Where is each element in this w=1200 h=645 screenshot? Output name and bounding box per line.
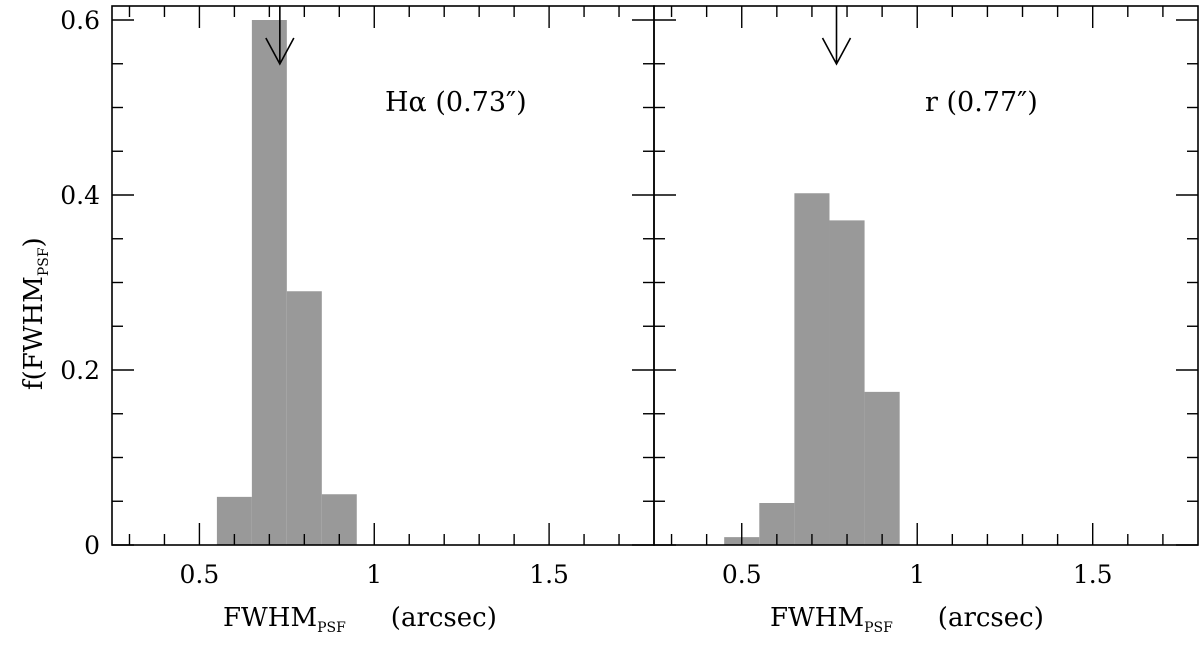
left-x-axis-title: FWHMPSF (arcsec) [223, 603, 497, 636]
histogram-bar [829, 220, 865, 545]
halpha-panel-label: Hα (0.73″) [385, 87, 527, 118]
median-arrow [265, 6, 295, 66]
right-x-axis-title: FWHMPSF (arcsec) [770, 603, 1044, 636]
x-tick-label: 1.5 [1073, 560, 1113, 589]
plot-frame [111, 5, 655, 546]
plot-frame [653, 5, 1199, 546]
x-tick-label: 0.5 [180, 560, 220, 589]
y-axis-title: f(FWHMPSF) [19, 237, 52, 390]
x-tick-label: 1 [366, 560, 382, 589]
x-tick-label: 0.5 [722, 560, 762, 589]
y-tick-label: 0.2 [60, 356, 100, 385]
histogram-bar [864, 391, 900, 545]
r-panel-label: r (0.77″) [925, 87, 1038, 118]
x-tick-label: 1 [909, 560, 925, 589]
histogram-bar [286, 291, 322, 545]
y-tick-label: 0 [84, 531, 100, 560]
y-tick-label: 0.6 [60, 6, 100, 35]
r-band-panel: 0.5 1 1.5 [653, 5, 1199, 589]
x-tick-label: 1.5 [529, 560, 569, 589]
histogram-bar [794, 193, 830, 545]
halpha-panel: 0.5 1 1.5 0 0.2 0.4 0.6 [60, 5, 655, 589]
histogram-bar [251, 20, 287, 545]
y-tick-label: 0.4 [60, 181, 100, 210]
median-arrow [821, 6, 852, 66]
